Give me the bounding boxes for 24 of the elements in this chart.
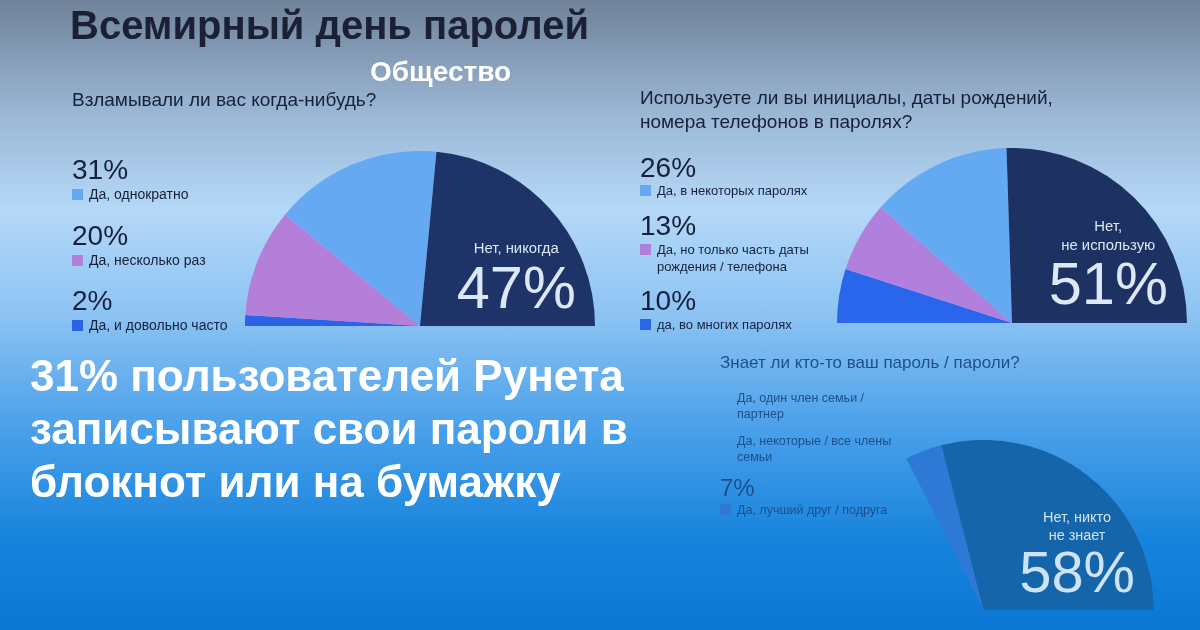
data-label: 13%	[640, 210, 697, 242]
legend-label: да, во многих паролях	[656, 316, 793, 334]
legend-label: Да, лучший друг / подруга	[736, 501, 889, 519]
data-label: 26%	[640, 152, 697, 184]
chart-title: Используете ли вы инициалы, даты рождений, номера телефонов в паролях?	[640, 86, 1054, 135]
chart-title: Взламывали ли вас когда-нибудь?	[72, 88, 378, 112]
data-label: 7%	[720, 474, 755, 502]
data-label: 2%	[72, 285, 113, 317]
legend-label: Да, несколько раз	[88, 250, 207, 270]
legend-label: Да, но только часть даты рождения / телефона	[656, 241, 810, 276]
text: 31% пользователей Рунета записывают свои пароли в блокнот или на бумажку	[30, 350, 629, 508]
legend-label: Да, в некоторых паролях	[656, 183, 809, 201]
slice-label: Нет, не использую	[1060, 217, 1157, 255]
category-label: Да, один член семьи / партнер	[737, 391, 865, 422]
slice-label: Нет, никогда	[472, 239, 560, 258]
legend-label: Да, однократно	[88, 185, 190, 204]
data-label: 31%	[72, 154, 129, 186]
text: Общество	[370, 56, 512, 89]
category-label: Да, некоторые / все члены семьи	[737, 433, 892, 464]
data-label: 10%	[640, 285, 697, 317]
data-label: 20%	[72, 219, 129, 251]
text: Всемирный день паролей	[70, 2, 589, 48]
legend-label: Да, и довольно часто	[88, 316, 229, 335]
chart-title: Знает ли кто-то ваш пароль / пароли?	[720, 352, 1021, 374]
